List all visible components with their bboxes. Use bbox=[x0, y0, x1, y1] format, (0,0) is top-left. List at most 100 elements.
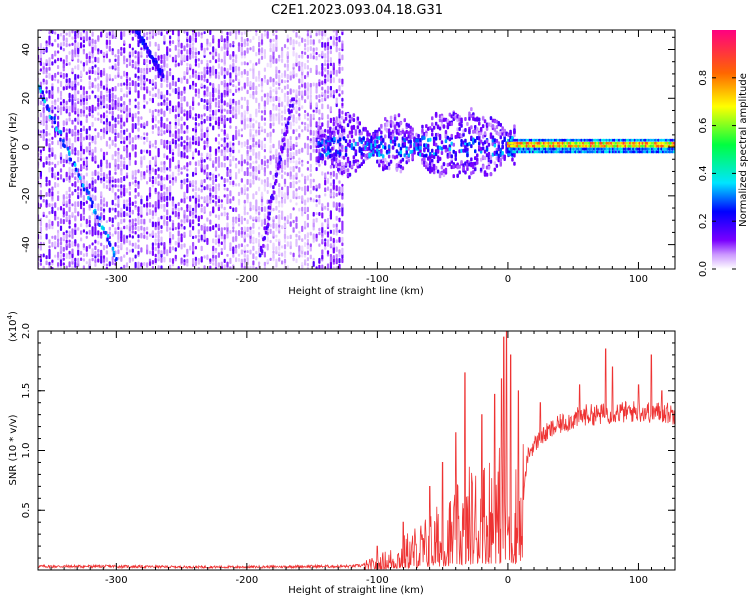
spectrogram-cell bbox=[326, 129, 330, 134]
spectrogram-cell bbox=[189, 180, 192, 184]
spectrogram-cell bbox=[220, 30, 223, 34]
spectrogram-cell bbox=[189, 195, 192, 202]
spectrogram-cell bbox=[350, 134, 354, 139]
spectrogram-cell bbox=[309, 113, 312, 120]
spectrogram-cell bbox=[237, 182, 241, 187]
spectrogram-cell bbox=[326, 90, 330, 94]
spectrogram-cell bbox=[128, 82, 131, 87]
spectrogram-cell bbox=[232, 84, 235, 88]
spectrogram-cell bbox=[51, 90, 54, 95]
spectrogram-cell bbox=[125, 147, 129, 154]
spectrogram-cell bbox=[146, 70, 149, 75]
spectrogram-cell bbox=[45, 179, 48, 183]
spectrogram-cell bbox=[318, 163, 321, 167]
spectrogram-cell bbox=[88, 112, 91, 117]
spectrogram-cell bbox=[197, 102, 200, 106]
spectrogram-cell bbox=[194, 235, 197, 239]
spectrogram-cell bbox=[180, 219, 183, 223]
spectrogram-cell bbox=[140, 123, 143, 129]
spectrogram-cell bbox=[298, 65, 301, 72]
spectrogram-cell bbox=[80, 194, 83, 198]
spectrogram-cell bbox=[329, 210, 332, 217]
spectrogram-cell bbox=[432, 155, 436, 159]
spectrogram-cell bbox=[235, 172, 238, 175]
spectrogram-cell bbox=[68, 219, 71, 225]
spectrogram-cell bbox=[226, 42, 229, 48]
spectrogram-cell bbox=[338, 186, 341, 193]
spectrogram-cell bbox=[324, 160, 327, 166]
spectrogram-cell bbox=[249, 171, 252, 177]
spectrogram-cell bbox=[476, 157, 479, 162]
spectrogram-cell bbox=[549, 141, 552, 145]
spectrogram-cell bbox=[489, 159, 493, 164]
spectrogram-cell bbox=[229, 172, 232, 177]
spectrogram-cell bbox=[337, 139, 340, 144]
spectrogram-cell bbox=[51, 119, 54, 125]
spectrogram-cell bbox=[174, 105, 177, 109]
spectrogram-cell bbox=[249, 113, 252, 119]
spectrogram-cell bbox=[397, 123, 401, 128]
spectrogram-cell bbox=[120, 266, 123, 269]
spectrogram-cell bbox=[289, 158, 292, 164]
spectrogram-cell bbox=[217, 83, 220, 90]
spectrogram-cell bbox=[177, 35, 180, 41]
spectrogram-cell bbox=[289, 71, 292, 76]
spectrogram-cell bbox=[105, 39, 108, 46]
spectrogram-cell bbox=[169, 140, 172, 146]
spectrogram-cell bbox=[489, 116, 493, 121]
spectrogram-cell bbox=[332, 201, 335, 208]
spectrogram-cell bbox=[444, 139, 448, 144]
spectrogram-cell bbox=[511, 141, 514, 145]
spectrogram-cell bbox=[387, 128, 391, 133]
spectrogram-cell bbox=[154, 155, 157, 162]
spectrogram-cell bbox=[65, 230, 68, 234]
spectrogram-cell bbox=[327, 155, 330, 160]
spectrogram-cell bbox=[82, 201, 85, 206]
spectrogram-cell bbox=[524, 138, 527, 142]
spectrogram-cell bbox=[186, 162, 189, 168]
spectrogram-cell bbox=[223, 162, 226, 168]
spectrogram-cell bbox=[57, 33, 60, 40]
spectrogram-cell bbox=[517, 150, 520, 154]
spectrogram-cell bbox=[94, 245, 97, 251]
spectrogram-cell bbox=[157, 191, 160, 195]
spectrogram-cell bbox=[275, 66, 278, 70]
spectrogram-cell bbox=[134, 254, 137, 259]
spectrogram-cell bbox=[405, 150, 408, 155]
spectrogram-cell bbox=[100, 255, 103, 260]
spectrogram-cell bbox=[354, 131, 358, 136]
spectrogram-cell bbox=[143, 58, 146, 64]
spectrogram-cell bbox=[301, 262, 304, 266]
spectrogram-cell bbox=[499, 122, 502, 127]
spectrogram-cell bbox=[304, 234, 307, 240]
spectrogram-cell bbox=[530, 150, 533, 154]
spectrogram-cell bbox=[298, 107, 301, 111]
spectrogram-cell bbox=[42, 78, 45, 83]
spectrogram-cell bbox=[319, 125, 322, 130]
spectrogram-cell bbox=[329, 229, 332, 234]
spectrogram-cell bbox=[128, 222, 131, 227]
spectrogram-cell bbox=[212, 35, 215, 39]
spectrogram-cell bbox=[450, 165, 453, 170]
spectrogram-cell bbox=[258, 41, 261, 48]
spectrogram-cell bbox=[166, 186, 169, 192]
spectrogram-cell bbox=[163, 130, 166, 135]
spectrogram-cell bbox=[281, 122, 284, 126]
spectrogram-cell bbox=[246, 139, 249, 146]
spectrogram-cell bbox=[100, 31, 103, 38]
spectrogram-cell bbox=[102, 85, 106, 90]
spectrogram-cell bbox=[411, 153, 414, 158]
spectrogram-cell bbox=[74, 93, 77, 100]
spectrogram-cell bbox=[332, 117, 335, 122]
spectrogram-cell bbox=[427, 126, 430, 131]
spectrogram-cell bbox=[438, 114, 442, 119]
spectrogram-cell bbox=[146, 169, 149, 173]
spectrogram-cell bbox=[143, 86, 146, 91]
spectrogram-cell bbox=[91, 180, 94, 186]
spectrogram-cell bbox=[91, 69, 94, 75]
spectrogram-cell bbox=[258, 75, 261, 79]
spectrogram-cell bbox=[154, 32, 157, 37]
spectrogram-cell bbox=[485, 153, 489, 158]
spectrogram-cell bbox=[85, 246, 88, 252]
spectrogram-cell bbox=[481, 116, 485, 121]
